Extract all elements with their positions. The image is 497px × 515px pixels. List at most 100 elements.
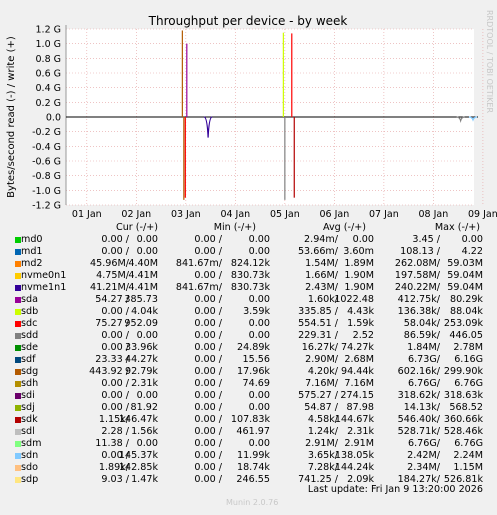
y-axis: 1.2 G 1.0 G 0.8 G 0.6 G 0.4 G 0.2 G 0.0 -0.2 G -…	[32, 25, 67, 212]
legend-row-sdb: sdb 0.00 /4.04k 0.00 /3.59k 335.85 /4.43k 13…	[0, 306, 497, 318]
min-read: 0.00 /	[194, 438, 222, 449]
y-tick-label: 0.6 G	[36, 69, 62, 80]
legend-row-sdc: sdc 75.27 /952.09 0.00 / 0.00 554.51 / 1.59k 5…	[0, 318, 497, 330]
avg-read: 4.58k/	[307, 414, 338, 425]
legend-swatch	[15, 405, 21, 411]
legend-swatch	[15, 369, 21, 375]
max-write: 568.52	[449, 402, 483, 413]
series-name: sde	[21, 342, 38, 353]
legend-swatch	[15, 285, 21, 291]
min-write: 74.69	[242, 378, 270, 389]
legend-swatch	[15, 441, 21, 447]
series-name: sdm	[21, 438, 42, 449]
series-name: sdk	[21, 414, 38, 425]
avg-read: 4.20k/	[307, 366, 338, 377]
legend-swatch	[15, 261, 21, 267]
avg-write: 1.90M	[344, 282, 374, 293]
y-tick-label: -0.4 G	[32, 142, 61, 153]
avg-read: 2.91M/	[305, 438, 338, 449]
avg-read: 1.60k/	[307, 294, 338, 305]
min-write: 0.00	[248, 330, 270, 341]
y-tick-label: 0.8 G	[36, 54, 62, 65]
cur-write: 0.00	[136, 246, 158, 257]
min-read: 0.00 /	[194, 246, 222, 257]
cur-read: 2.28 /	[101, 426, 129, 437]
legend-row-sdg: sdg 443.92 /92.79k 0.00 / 17.96k 4.20k/94.44…	[0, 366, 497, 378]
cur-read: 0.00 /	[101, 246, 129, 257]
x-tick-label: 06 Jan	[319, 209, 349, 220]
max-write: 88.04k	[449, 306, 483, 317]
cur-write: 4.41M	[128, 282, 158, 293]
cur-read: 0.00 /	[101, 234, 129, 245]
min-write: 0.00	[248, 390, 270, 401]
max-write: 59.04M	[447, 270, 483, 281]
max-read: 136.38k/	[397, 306, 440, 317]
column-header-avg: Avg (-/+)	[322, 222, 366, 233]
legend-row-md2: md2 45.96M/4.40M 841.67m/824.12k 1.54M/1.89…	[0, 258, 497, 270]
min-write: 830.73k	[230, 270, 270, 281]
avg-read: 7.28k/	[307, 462, 338, 473]
cur-write: 0.00	[136, 438, 158, 449]
avg-read: 53.66m/	[297, 246, 338, 257]
legend-swatch	[15, 249, 21, 255]
series-name: nvme1n1	[21, 282, 67, 293]
cur-write: 142.85k	[118, 462, 158, 473]
cur-read: 1.89k/	[98, 462, 129, 473]
series-name: sdd	[21, 330, 39, 341]
max-read: 528.71k/	[397, 426, 440, 437]
last-update: Last update: Fri Jan 9 13:20:00 2026	[307, 484, 483, 495]
min-read: 0.00 /	[194, 390, 222, 401]
avg-read: 2.43M/	[305, 282, 338, 293]
avg-write: 87.98	[346, 402, 374, 413]
legend-swatch	[15, 417, 21, 423]
avg-write: 2.09k	[347, 474, 374, 485]
munin-version: Munin 2.0.76	[226, 498, 279, 507]
avg-read: 741.25 /	[298, 474, 338, 485]
cur-read: 4.75M/	[96, 270, 129, 281]
avg-read: 554.51 /	[298, 318, 338, 329]
min-write: 0.00	[248, 318, 270, 329]
x-axis: 01 Jan 02 Jan 03 Jan 04 Jan 05 Jan 06 Jan 07 J…	[72, 209, 497, 220]
max-read: 2.42M/	[407, 450, 440, 461]
cur-write: 92.79k	[124, 366, 158, 377]
cur-write: 146.47k	[118, 414, 158, 425]
min-write: 17.96k	[236, 366, 270, 377]
avg-write: 4.43k	[347, 306, 374, 317]
legend-row-sdn: sdn 0.00 /145.37k 0.00 /11.99k 3.65k/138.05…	[0, 450, 497, 462]
legend-row-sdi: sdi 0.00 / 0.00 0.00 / 0.00 575.27 /274.15 318…	[0, 390, 497, 402]
legend-swatch	[15, 453, 21, 459]
min-read: 0.00 /	[194, 318, 222, 329]
series-lines	[66, 30, 478, 200]
avg-write: 1.59k	[347, 318, 374, 329]
avg-read: 2.94m/	[304, 234, 338, 245]
cur-write: 1.56k	[131, 426, 158, 437]
max-read: 58.04k/	[403, 318, 440, 329]
min-read: 0.00 /	[194, 462, 222, 473]
min-write: 15.56	[242, 354, 270, 365]
avg-read: 7.16M/	[305, 378, 338, 389]
x-tick-label: 07 Jan	[369, 209, 399, 220]
legend-swatch	[15, 273, 21, 279]
y-tick-label: -0.8 G	[32, 171, 61, 182]
min-write: 0.00	[248, 246, 270, 257]
series-name: sdl	[21, 426, 35, 437]
legend-row-sda: sda 54.27 /385.73 0.00 / 0.00 1.60k/1022.48 4…	[0, 294, 497, 306]
max-write: 4.22	[461, 246, 483, 257]
legend-swatch	[15, 333, 21, 339]
max-write: 528.46k	[443, 426, 483, 437]
cur-read: 45.96M/	[90, 258, 129, 269]
min-read: 0.00 /	[194, 402, 222, 413]
min-read: 0.00 /	[194, 426, 222, 437]
column-header-max: Max (-/+)	[434, 222, 480, 233]
min-read: 0.00 /	[194, 234, 222, 245]
max-write: 1.15M	[453, 462, 483, 473]
cur-read: 23.33 /	[95, 354, 129, 365]
legend-swatch	[15, 321, 21, 327]
series-name: sdb	[21, 306, 39, 317]
avg-write: 2.52	[352, 330, 374, 341]
legend-swatch	[15, 345, 21, 351]
series-name: md2	[21, 258, 43, 269]
max-read: 14.13k/	[403, 402, 440, 413]
min-write: 107.83k	[230, 414, 270, 425]
